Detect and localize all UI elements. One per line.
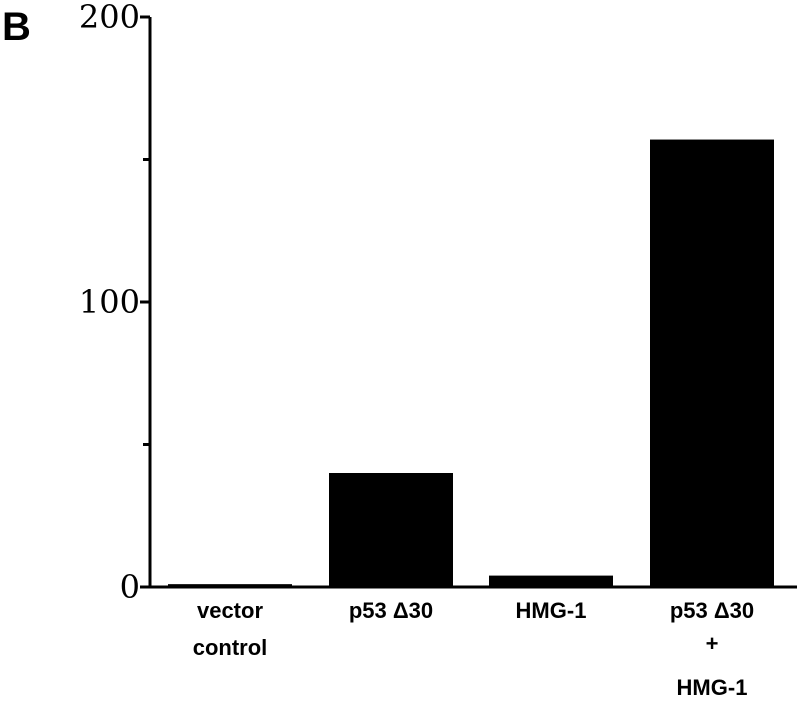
- chart-labels: vector control p53 Δ30 HMG-1 p53 Δ30 + HMG-1: [193, 598, 754, 700]
- category-label: vector: [197, 598, 263, 623]
- y-tick-label: 200: [79, 0, 140, 36]
- bar: [650, 139, 774, 588]
- y-tick-label: 100: [79, 283, 140, 321]
- y-tick-label: 0: [120, 568, 140, 606]
- category-label: +: [706, 631, 719, 656]
- category-label: HMG-1: [516, 598, 587, 623]
- panel-label: B: [2, 5, 31, 49]
- chart-bars: [168, 139, 774, 588]
- category-label: control: [193, 635, 268, 660]
- bar: [168, 584, 292, 587]
- category-label: p53 Δ30: [349, 598, 433, 623]
- bar: [489, 575, 613, 587]
- bar: [329, 473, 453, 587]
- category-label: p53 Δ30: [670, 598, 754, 623]
- category-label: HMG-1: [677, 675, 748, 700]
